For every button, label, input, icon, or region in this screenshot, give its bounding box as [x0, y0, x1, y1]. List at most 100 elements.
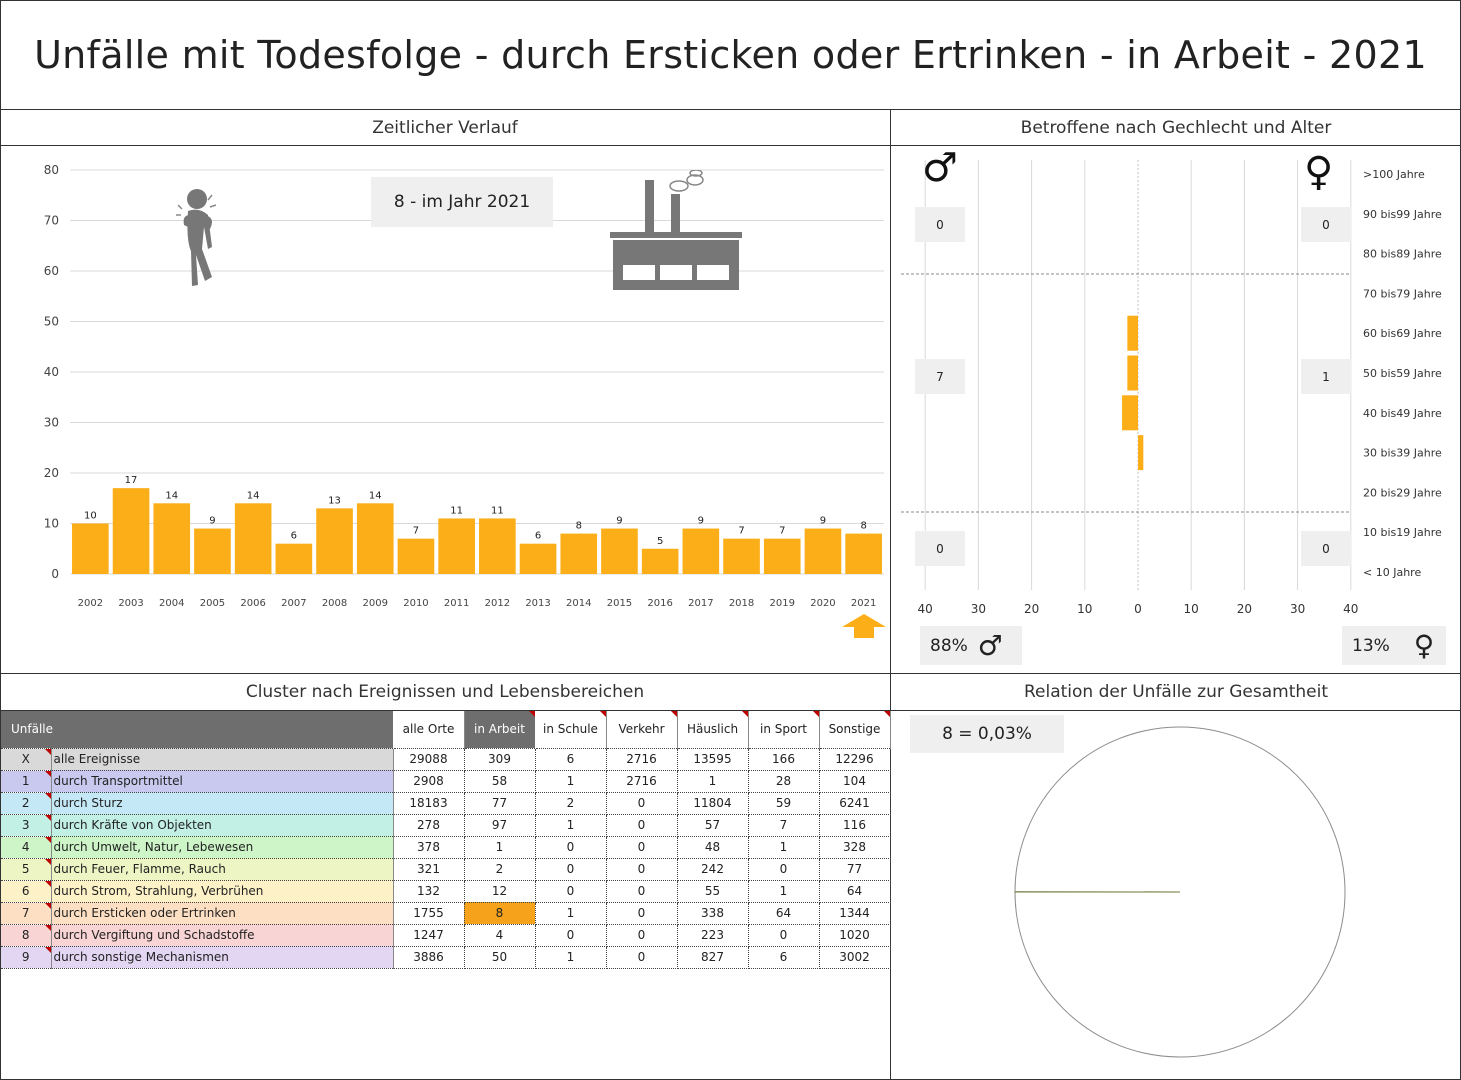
row-label: durch Ersticken oder Ertrinken	[51, 902, 394, 925]
male-icon: ♂	[977, 628, 1003, 662]
table-cell: 6	[748, 946, 820, 969]
row-label: durch Umwelt, Natur, Lebewesen	[51, 836, 394, 859]
female-count-box: 0	[1301, 207, 1351, 242]
row-label: durch Feuer, Flamme, Rauch	[51, 858, 394, 881]
table-cell: 3886	[393, 946, 465, 969]
table-cell: 166	[748, 748, 820, 771]
x-tick-label: 30	[1290, 602, 1305, 616]
divider	[0, 710, 1461, 711]
y-tick-label: 0	[51, 567, 59, 581]
section-title-cluster: Cluster nach Ereignissen und Lebensberei…	[245, 682, 645, 702]
table-cell: 1	[677, 770, 749, 793]
column-header: Sonstige	[819, 711, 891, 749]
x-tick-label: 2009	[363, 598, 388, 609]
table-cell: 0	[535, 924, 607, 947]
bar	[397, 538, 435, 574]
table-cell: 58	[464, 770, 536, 793]
table-cell: 1	[535, 902, 607, 925]
x-tick-label: 2017	[688, 598, 713, 609]
x-tick-label: 2011	[444, 598, 469, 609]
x-tick-label: 2020	[810, 598, 835, 609]
table-cell: 1	[535, 946, 607, 969]
y-tick-label: 50 bis59 Jahre	[1363, 367, 1442, 380]
divider	[0, 145, 1461, 146]
table-cell: 321	[393, 858, 465, 881]
table-row: 5 durch Feuer, Flamme, Rauch 321 2 0 0 242 0 77	[1, 858, 891, 881]
table-cell: 57	[677, 814, 749, 837]
divider	[0, 109, 1461, 110]
table-row: 4 durch Umwelt, Natur, Lebewesen 378 1 0 0 48 1…	[1, 836, 891, 859]
table-cell: 0	[535, 858, 607, 881]
data-label: 6	[535, 531, 541, 542]
x-tick-label: 2010	[403, 598, 428, 609]
bar	[234, 503, 272, 574]
female-count-box: 1	[1301, 359, 1351, 394]
x-tick-label: 2004	[159, 598, 184, 609]
data-label: 9	[616, 516, 622, 527]
data-label: 5	[657, 536, 663, 547]
table-cell: 1020	[819, 924, 891, 947]
bar-male	[1127, 315, 1138, 351]
data-label: 10	[84, 511, 97, 522]
table-cell: 13595	[677, 748, 749, 771]
data-label: 9	[820, 516, 826, 527]
table-cell: 309	[464, 748, 536, 771]
y-tick-label: 30	[44, 416, 59, 430]
x-tick-label: 0	[1134, 602, 1142, 616]
table-cell: 132	[393, 880, 465, 903]
bar	[153, 503, 191, 574]
table-cell: 1	[535, 770, 607, 793]
x-tick-label: 2013	[525, 598, 550, 609]
row-id: 7	[1, 902, 52, 925]
male-count-box: 0	[915, 207, 965, 242]
table-row: 8 durch Vergiftung und Schadstoffe 1247 4 0 0…	[1, 924, 891, 947]
table-cell: 6241	[819, 792, 891, 815]
bar-female	[1138, 435, 1144, 471]
relation-label-box: 8 = 0,03%	[910, 715, 1064, 753]
bar	[560, 533, 598, 574]
male-percent: 88%	[930, 635, 968, 656]
y-tick-label: 20	[44, 466, 59, 480]
table-cell: 3002	[819, 946, 891, 969]
table-cell: 2716	[606, 748, 678, 771]
page-title: Unfälle mit Todesfolge - durch Ersticken…	[34, 33, 1427, 77]
table-row: 1 durch Transportmittel 2908 58 1 2716 1 28 104	[1, 770, 891, 793]
bar	[194, 528, 231, 574]
female-icon: ♀	[1413, 628, 1435, 662]
table-cell: 223	[677, 924, 749, 947]
row-label: durch Kräfte von Objekten	[51, 814, 394, 837]
table-cell: 12296	[819, 748, 891, 771]
table-cell: 0	[748, 858, 820, 881]
data-label: 7	[738, 526, 744, 537]
table-row: 6 durch Strom, Strahlung, Verbrühen 132 12 0…	[1, 880, 891, 903]
data-label: 11	[491, 505, 504, 516]
table-cell: 55	[677, 880, 749, 903]
column-header: Unfälle	[1, 711, 394, 749]
cluster-table: Unfälle alle Orte in Arbeit in Schule Ve…	[1, 711, 891, 969]
data-label: 14	[165, 490, 178, 501]
x-tick-label: 30	[971, 602, 986, 616]
x-tick-label: 2015	[607, 598, 632, 609]
table-cell: 1344	[819, 902, 891, 925]
y-tick-label: 80	[44, 163, 59, 177]
x-tick-label: 20	[1237, 602, 1252, 616]
table-row: 9 durch sonstige Mechanismen 3886 50 1 0 827 6 3…	[1, 946, 891, 969]
bar	[682, 528, 720, 574]
divider	[890, 109, 891, 1080]
bar	[438, 518, 475, 574]
table-cell: 29088	[393, 748, 465, 771]
row-label: alle Ereignisse	[51, 748, 394, 771]
data-label: 14	[247, 490, 260, 501]
table-cell: 0	[606, 946, 678, 969]
y-tick-label: 60 bis69 Jahre	[1363, 327, 1442, 340]
x-tick-label: 2012	[485, 598, 510, 609]
table-cell: 1	[535, 814, 607, 837]
table-cell: 0	[606, 814, 678, 837]
data-label: 8	[576, 521, 582, 532]
data-label: 13	[328, 495, 341, 506]
column-header: in Arbeit	[464, 711, 536, 749]
table-cell: 64	[748, 902, 820, 925]
table-cell: 8	[464, 902, 536, 925]
timeline-chart: 0 10 20 30 40 50 60 70 80 10 2002 17 2003 14 2004 9 2005…	[44, 163, 884, 609]
data-label: 11	[450, 505, 463, 516]
